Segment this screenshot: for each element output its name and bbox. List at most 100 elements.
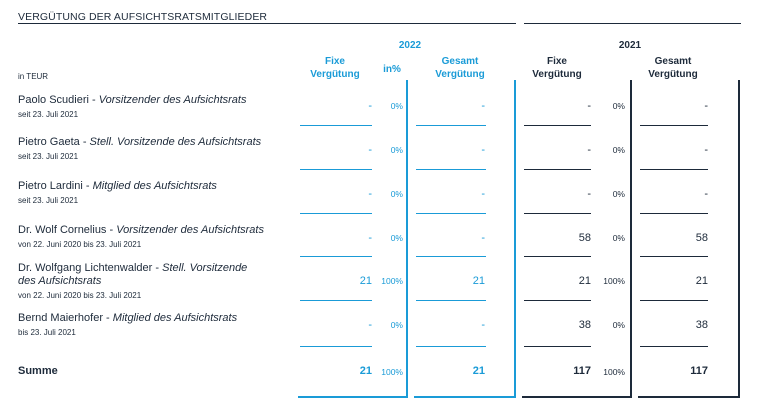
- pct-2021: 0%: [612, 145, 625, 155]
- gesamt-2021: -: [704, 144, 708, 156]
- divider: [640, 256, 708, 257]
- total-fix-2022: 21: [359, 365, 372, 377]
- unit-label: in TEUR: [18, 72, 49, 81]
- divider: [524, 125, 591, 126]
- divider: [640, 125, 708, 126]
- col-gesamt-2022: Gesamt Vergütung: [435, 56, 485, 80]
- member-role: Vorsitzender des Aufsichtsrats: [116, 224, 264, 236]
- member-period: von 22. Juni 2020 bis 23. Juli 2021: [18, 240, 142, 249]
- divider: [524, 300, 591, 301]
- fix-2021: 58: [578, 232, 591, 244]
- member-name: Dr. Wolfgang Lichtenwalder: [18, 262, 156, 274]
- fix-2022: -: [368, 100, 372, 112]
- total-label: Summe: [18, 365, 58, 377]
- member-period: seit 23. Juli 2021: [18, 110, 79, 119]
- fix-2022: -: [368, 144, 372, 156]
- col-box-2021-gesamt: [638, 80, 740, 398]
- divider: [416, 125, 486, 126]
- gesamt-2021: -: [704, 100, 708, 112]
- gesamt-2022: -: [481, 319, 485, 331]
- gesamt-2021: 38: [695, 319, 708, 331]
- gesamt-2022: -: [481, 144, 485, 156]
- member-period: seit 23. Juli 2021: [18, 152, 79, 161]
- pct-2022: 0%: [390, 189, 403, 199]
- fix-2022: -: [368, 188, 372, 200]
- title-rule-right: [524, 23, 741, 24]
- fix-2021: -: [587, 144, 591, 156]
- divider: [640, 300, 708, 301]
- total-pct-2022: 100%: [381, 367, 403, 377]
- divider: [300, 213, 372, 214]
- year-2022-header: 2022: [398, 40, 422, 51]
- pct-2021: 0%: [612, 101, 625, 111]
- divider: [300, 169, 372, 170]
- title-rule-left: [18, 23, 516, 24]
- total-gesamt-2022: 21: [472, 365, 485, 377]
- divider: [640, 213, 708, 214]
- year-2021-header: 2021: [618, 40, 642, 51]
- divider: [416, 213, 486, 214]
- member-period: seit 23. Juli 2021: [18, 196, 79, 205]
- gesamt-2022: 21: [472, 275, 485, 287]
- col-box-2022-gesamt: [414, 80, 516, 398]
- total-gesamt-2021: 117: [690, 365, 708, 377]
- divider: [416, 346, 486, 347]
- divider: [300, 125, 372, 126]
- gesamt-2021: 58: [695, 232, 708, 244]
- member-name: Pietro Lardini: [18, 180, 83, 192]
- col-fixe-2021: Fixe Vergütung: [532, 56, 582, 80]
- pct-2021: 100%: [603, 276, 625, 286]
- col-gesamt-2021: Gesamt Vergütung: [648, 56, 698, 80]
- gesamt-2021: 21: [695, 275, 708, 287]
- fix-2022: 21: [359, 275, 372, 287]
- gesamt-2022: -: [481, 232, 485, 244]
- member-period: von 22. Juni 2020 bis 23. Juli 2021: [18, 291, 142, 300]
- pct-2022: 0%: [390, 101, 403, 111]
- divider: [524, 169, 591, 170]
- member-name: Bernd Maierhofer: [18, 312, 103, 324]
- member-role: Stell. Vorsitzende: [162, 262, 248, 274]
- pct-2022: 0%: [390, 145, 403, 155]
- col-inpct-2022: in%: [383, 64, 401, 75]
- divider: [640, 346, 708, 347]
- divider: [300, 256, 372, 257]
- divider: [416, 300, 486, 301]
- divider: [524, 256, 591, 257]
- divider: [524, 346, 591, 347]
- member-name: Dr. Wolf Cornelius: [18, 224, 107, 236]
- gesamt-2022: -: [481, 100, 485, 112]
- fix-2021: 21: [578, 275, 591, 287]
- member-name: Pietro Gaeta: [18, 136, 80, 148]
- member-name: Paolo Scudieri: [18, 94, 89, 106]
- member-role: Vorsitzender des Aufsichtsrats: [98, 94, 247, 106]
- member-role: Mitglied des Aufsichtsrats: [92, 180, 217, 192]
- fix-2022: -: [368, 232, 372, 244]
- divider: [300, 300, 372, 301]
- total-pct-2021: 100%: [603, 367, 625, 377]
- total-fix-2021: 117: [573, 365, 591, 377]
- member-role: Stell. Vorsitzende des Aufsichtsrats: [89, 136, 262, 148]
- divider: [416, 169, 486, 170]
- table-title: VERGÜTUNG DER AUFSICHTSRATSMITGLIEDER: [18, 11, 268, 23]
- divider: [640, 169, 708, 170]
- col-fixe-2022: Fixe Vergütung: [310, 56, 360, 80]
- pct-2021: 0%: [612, 189, 625, 199]
- divider: [300, 346, 372, 347]
- fix-2022: -: [368, 319, 372, 331]
- pct-2022: 0%: [390, 320, 403, 330]
- col-box-2022-fixe: [298, 80, 408, 398]
- fix-2021: -: [587, 188, 591, 200]
- member-role: Mitglied des Aufsichtsrats: [112, 312, 238, 324]
- pct-2021: 0%: [612, 320, 625, 330]
- pct-2022: 0%: [390, 233, 403, 243]
- member-period: bis 23. Juli 2021: [18, 328, 76, 337]
- pct-2022: 100%: [381, 276, 403, 286]
- fix-2021: 38: [578, 319, 591, 331]
- pct-2021: 0%: [612, 233, 625, 243]
- col-box-2021-fixe: [522, 80, 632, 398]
- member-role-cont: des Aufsichtsrats: [18, 275, 102, 287]
- gesamt-2022: -: [481, 188, 485, 200]
- gesamt-2021: -: [704, 188, 708, 200]
- fix-2021: -: [587, 100, 591, 112]
- divider: [416, 256, 486, 257]
